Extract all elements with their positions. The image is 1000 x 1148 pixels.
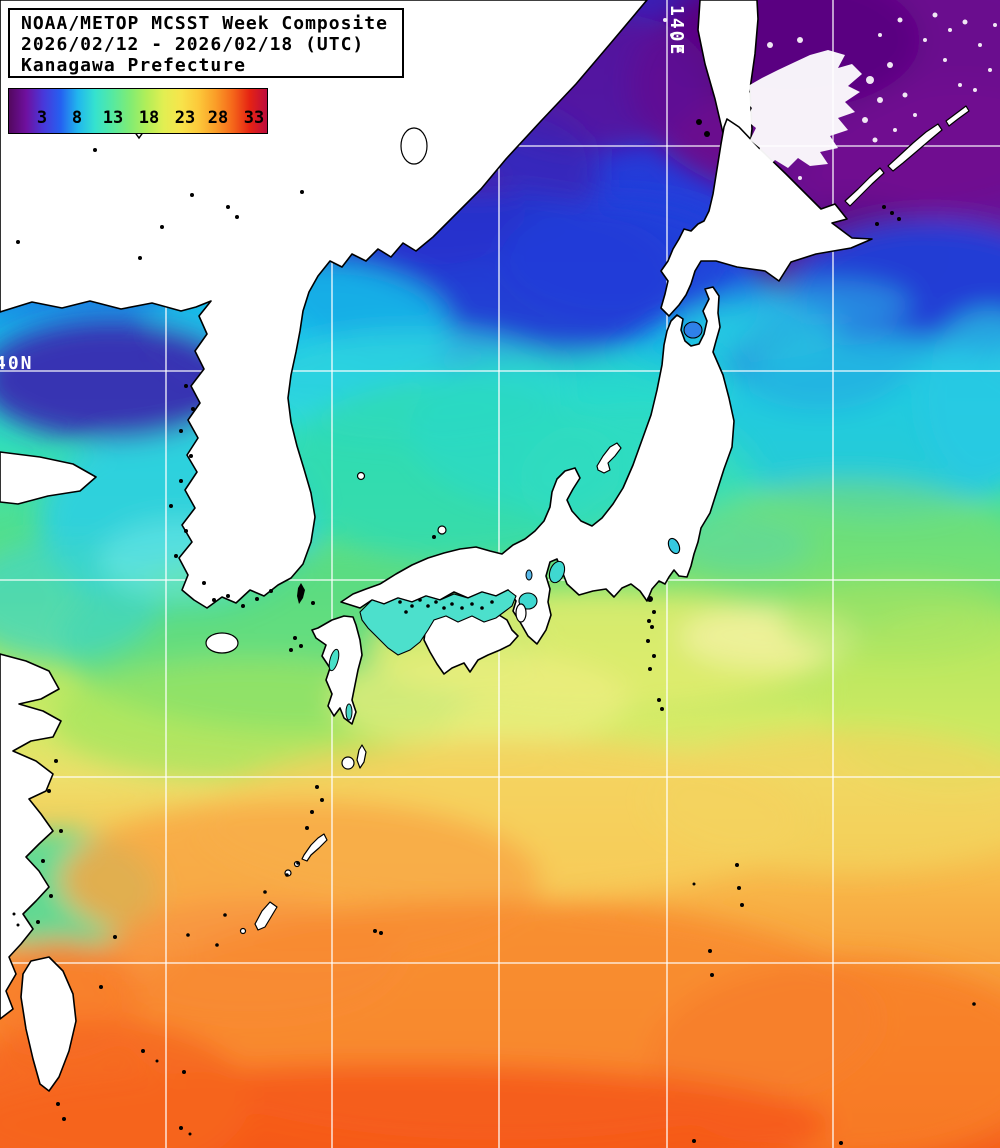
colorbar-tick: 28: [207, 108, 229, 128]
sea-ice-speckle: [663, 12, 997, 187]
colorbar-tick: 8: [71, 108, 83, 128]
title-line-region: Kanagawa Prefecture: [21, 55, 246, 76]
lat-label: 40N: [0, 353, 34, 374]
land-china-coast: [0, 653, 62, 1020]
title-line-product: NOAA/METOP MCSST Week Composite: [21, 13, 388, 34]
tokyo-bay: [667, 537, 681, 555]
ise-bay: [548, 560, 566, 584]
island-sado: [596, 442, 622, 474]
island-cheju: [205, 632, 239, 654]
colorbar-tick: 13: [102, 108, 124, 128]
island-tanegashima: [356, 744, 367, 769]
island-ulleungdo: [356, 471, 366, 481]
land-asia-mainland: [0, 0, 648, 609]
land-hokkaido: [660, 118, 873, 317]
temperature-colorbar: 3 8 13 18 23 28 33: [8, 88, 268, 134]
island-okinawa: [254, 901, 278, 931]
colorbar-tick: 23: [174, 108, 196, 128]
land-iturup: [887, 123, 943, 172]
land-urup: [945, 105, 970, 127]
lake-biwa: [525, 569, 533, 581]
grid-labels: 40N 140E: [0, 5, 687, 374]
land-kyushu: [311, 615, 363, 725]
lon-label: 140E: [666, 5, 687, 56]
small-islands: [12, 56, 976, 1145]
seto-inland-sea: [359, 589, 517, 656]
lake-khanka: [400, 127, 428, 165]
land-awaji: [515, 603, 527, 623]
ariake-sea: [328, 648, 340, 672]
colorbar-tick: 33: [243, 108, 265, 128]
island-oki: [437, 525, 447, 535]
land-honshu: [340, 286, 735, 645]
kagoshima-bay: [345, 703, 353, 721]
inland-waters: [328, 321, 703, 721]
island-amami: [301, 833, 328, 862]
land-taiwan: [20, 956, 77, 1092]
title-line-daterange: 2026/02/12 - 2026/02/18 (UTC): [21, 34, 365, 55]
title-box: NOAA/METOP MCSST Week Composite 2026/02/…: [8, 8, 404, 78]
island-yakushima: [341, 756, 355, 770]
island-ryukyu-islet: [239, 927, 247, 935]
land-kunashir: [844, 167, 885, 207]
landmasses: [0, 0, 970, 1092]
land-shandong: [0, 451, 97, 505]
mutsu-bay: [683, 321, 703, 339]
colorbar-tick: 18: [138, 108, 160, 128]
colorbar-tick: 3: [36, 108, 48, 128]
island-specks: [12, 56, 976, 1145]
